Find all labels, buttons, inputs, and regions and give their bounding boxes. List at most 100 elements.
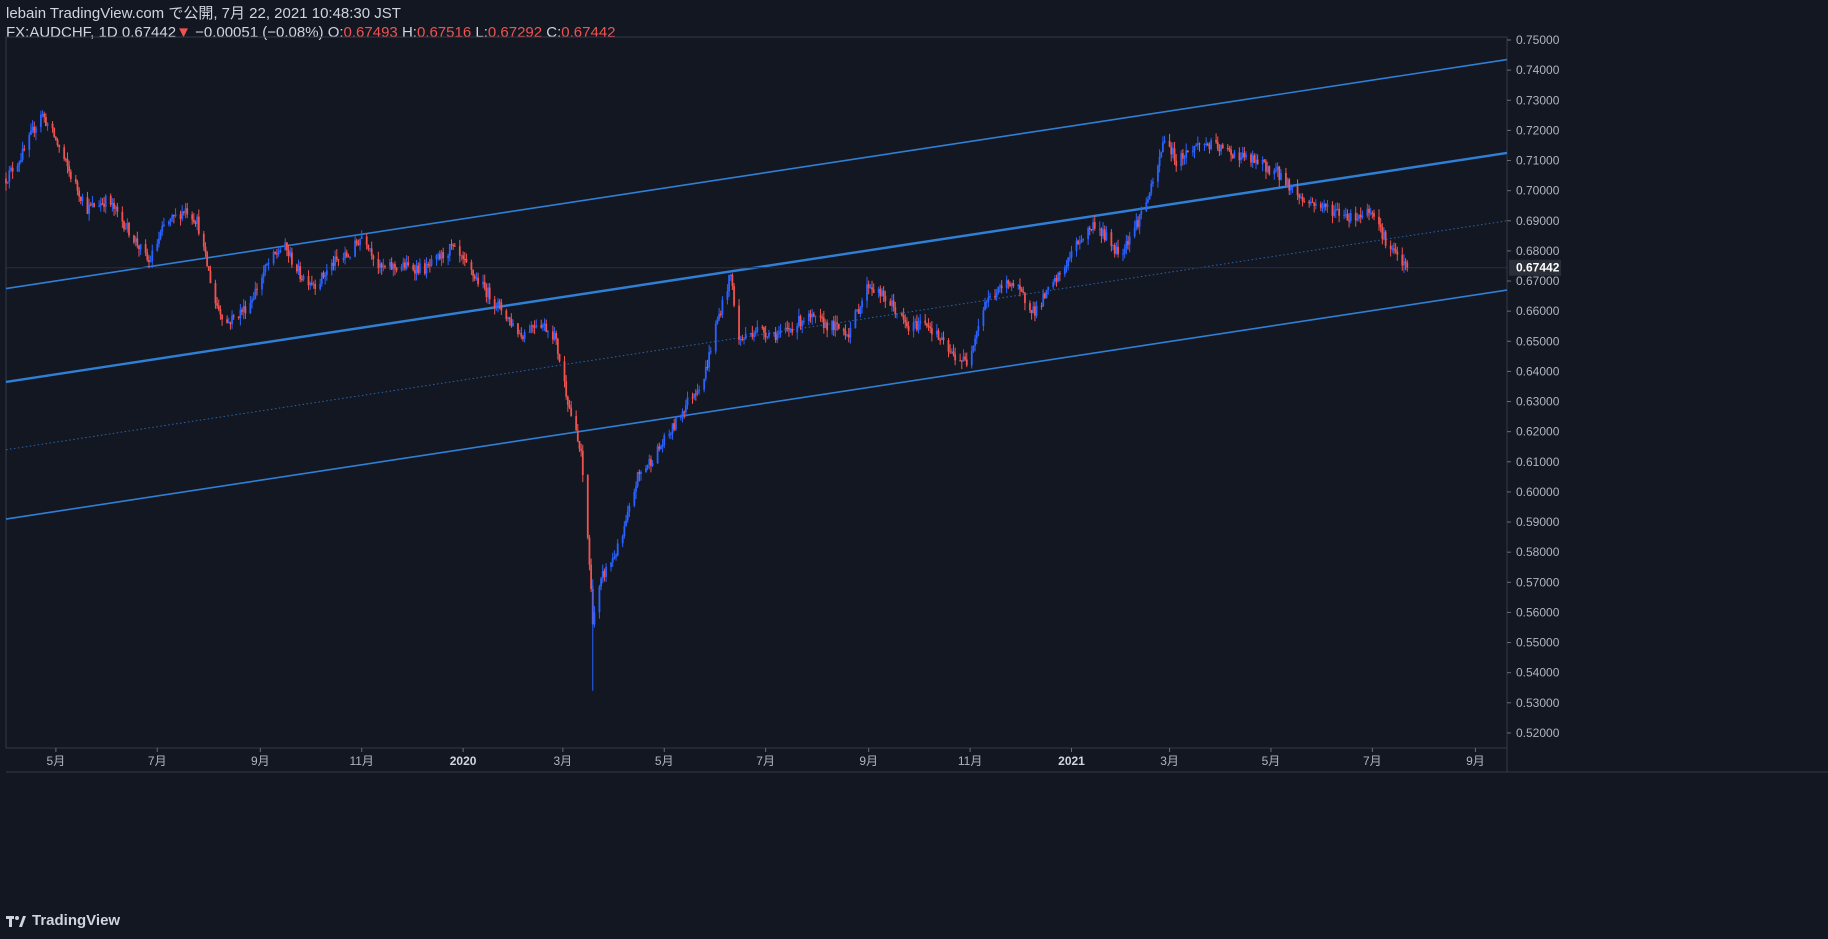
- y-tick-label: 0.57000: [1516, 575, 1560, 589]
- candle: [1145, 197, 1148, 213]
- candle: [661, 439, 664, 453]
- candle: [256, 283, 258, 296]
- x-tick-label: 5月: [47, 754, 66, 768]
- candle: [882, 285, 885, 302]
- candle: [1324, 203, 1327, 211]
- x-tick-label: 3月: [1160, 754, 1179, 768]
- candle: [380, 262, 383, 275]
- candle: [500, 298, 503, 315]
- candle: [1058, 270, 1061, 282]
- candle: [1127, 235, 1129, 250]
- candle: [58, 144, 61, 153]
- candle: [1009, 281, 1011, 288]
- candle: [867, 280, 870, 295]
- time-axis: 5月 7月 9月 11月 2020 3月 5月 7月 9月 11月 2021 3月 5月 7月 9月: [47, 748, 1485, 768]
- candle: [1338, 203, 1341, 223]
- last-price-badge: [1509, 259, 1561, 276]
- candle: [1371, 210, 1374, 219]
- candle: [1098, 221, 1101, 236]
- candle: [428, 258, 431, 273]
- candle: [1255, 153, 1257, 170]
- candle: [54, 136, 57, 141]
- candle: [1057, 271, 1060, 283]
- candle: [345, 249, 348, 258]
- candle: [1334, 203, 1337, 218]
- candle: [1286, 177, 1289, 186]
- candle: [857, 303, 860, 314]
- candle: [1195, 142, 1198, 147]
- candle: [1150, 179, 1153, 197]
- candle: [1043, 292, 1046, 299]
- candle: [768, 329, 770, 339]
- candle: [159, 229, 162, 241]
- candle: [41, 110, 44, 118]
- candle: [349, 256, 351, 260]
- candle: [66, 152, 69, 174]
- candle: [896, 313, 898, 319]
- candle: [1265, 159, 1267, 180]
- y-tick-label: 0.53000: [1516, 696, 1560, 710]
- candle: [251, 296, 253, 309]
- candle: [831, 320, 834, 335]
- candle: [40, 110, 42, 133]
- candle: [877, 286, 880, 298]
- candle: [227, 317, 230, 324]
- candle: [360, 230, 363, 240]
- candle: [1358, 214, 1360, 222]
- candle: [414, 264, 416, 281]
- candle: [847, 328, 850, 343]
- candle: [1040, 302, 1043, 310]
- candle: [1401, 247, 1404, 271]
- candle: [1280, 169, 1282, 181]
- candle: [1389, 240, 1392, 257]
- candle: [146, 248, 149, 262]
- candle: [207, 265, 210, 271]
- candle: [952, 344, 955, 357]
- candle: [423, 259, 426, 276]
- candle: [917, 317, 920, 334]
- candle: [405, 255, 408, 271]
- y-tick-label: 0.55000: [1516, 636, 1560, 650]
- candle: [1336, 202, 1339, 211]
- candle: [1020, 286, 1023, 293]
- candle: [91, 195, 94, 208]
- candle: [109, 193, 112, 208]
- candle: [1394, 243, 1397, 254]
- candle: [546, 329, 549, 339]
- candle: [1117, 239, 1119, 258]
- candle: [872, 283, 875, 294]
- candle: [942, 331, 945, 345]
- candle: [912, 315, 915, 338]
- candle: [691, 392, 694, 404]
- candle: [568, 399, 571, 410]
- candle: [1092, 218, 1095, 234]
- candle: [1175, 153, 1178, 172]
- candle: [512, 319, 514, 327]
- candle: [1185, 143, 1188, 165]
- candle: [493, 295, 496, 315]
- y-tick-label: 0.65000: [1516, 334, 1560, 348]
- candle: [320, 272, 323, 287]
- candle: [23, 144, 26, 152]
- candle: [312, 281, 315, 289]
- candle: [950, 348, 953, 355]
- candle: [545, 319, 548, 333]
- candle: [866, 276, 868, 308]
- candle: [660, 444, 662, 450]
- candle: [121, 206, 124, 228]
- candle: [729, 273, 732, 281]
- candle: [836, 315, 839, 331]
- candle: [1140, 206, 1143, 220]
- candle: [616, 539, 619, 557]
- candle: [586, 474, 589, 540]
- candle: [450, 239, 453, 250]
- candle: [319, 278, 322, 291]
- candle: [615, 553, 617, 561]
- candle: [802, 317, 805, 325]
- candle: [801, 320, 804, 334]
- candle: [517, 323, 519, 338]
- candle: [528, 324, 531, 334]
- candle: [1406, 260, 1409, 272]
- candle: [605, 563, 607, 582]
